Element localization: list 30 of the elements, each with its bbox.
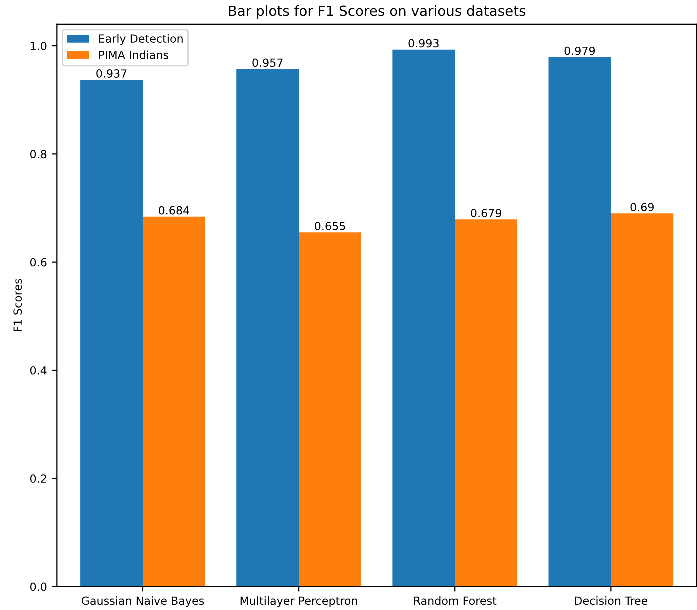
y-tick-label: 0.8 bbox=[30, 150, 47, 159]
bar bbox=[611, 214, 674, 587]
data-label: 0.937 bbox=[96, 70, 127, 78]
y-axis-title: F1 Scores bbox=[14, 279, 22, 332]
data-label: 0.679 bbox=[471, 209, 502, 218]
x-tick-label: Gaussian Naive Bayes bbox=[82, 596, 204, 608]
y-tick-label: 0.0 bbox=[30, 582, 47, 592]
bar bbox=[392, 50, 456, 587]
bar bbox=[236, 69, 300, 587]
data-label: 0.69 bbox=[630, 203, 654, 212]
y-tick-label: 0.4 bbox=[30, 366, 47, 375]
data-label: 0.684 bbox=[159, 206, 190, 215]
chart-title: Bar plots for F1 Scores on various datasets bbox=[229, 6, 526, 19]
data-label: 0.993 bbox=[408, 39, 439, 48]
bar bbox=[80, 80, 143, 587]
data-label: 0.957 bbox=[252, 58, 283, 68]
y-tick-label: 1.0 bbox=[30, 42, 47, 50]
legend-label: PIMA Indians bbox=[99, 50, 169, 60]
legend-label: Early Detection bbox=[99, 34, 183, 46]
data-label: 0.979 bbox=[564, 46, 596, 56]
x-tick-label: Decision Tree bbox=[575, 596, 648, 606]
bar bbox=[455, 220, 518, 587]
y-tick-label: 0.2 bbox=[30, 474, 46, 484]
bar bbox=[142, 216, 206, 587]
bar bbox=[299, 232, 362, 587]
bar bbox=[548, 57, 612, 587]
y-tick-label: 0.6 bbox=[30, 258, 47, 267]
x-tick-label: Random Forest bbox=[414, 596, 497, 606]
data-label: 0.655 bbox=[315, 222, 346, 230]
x-tick-label: Multilayer Perceptron bbox=[240, 596, 358, 608]
